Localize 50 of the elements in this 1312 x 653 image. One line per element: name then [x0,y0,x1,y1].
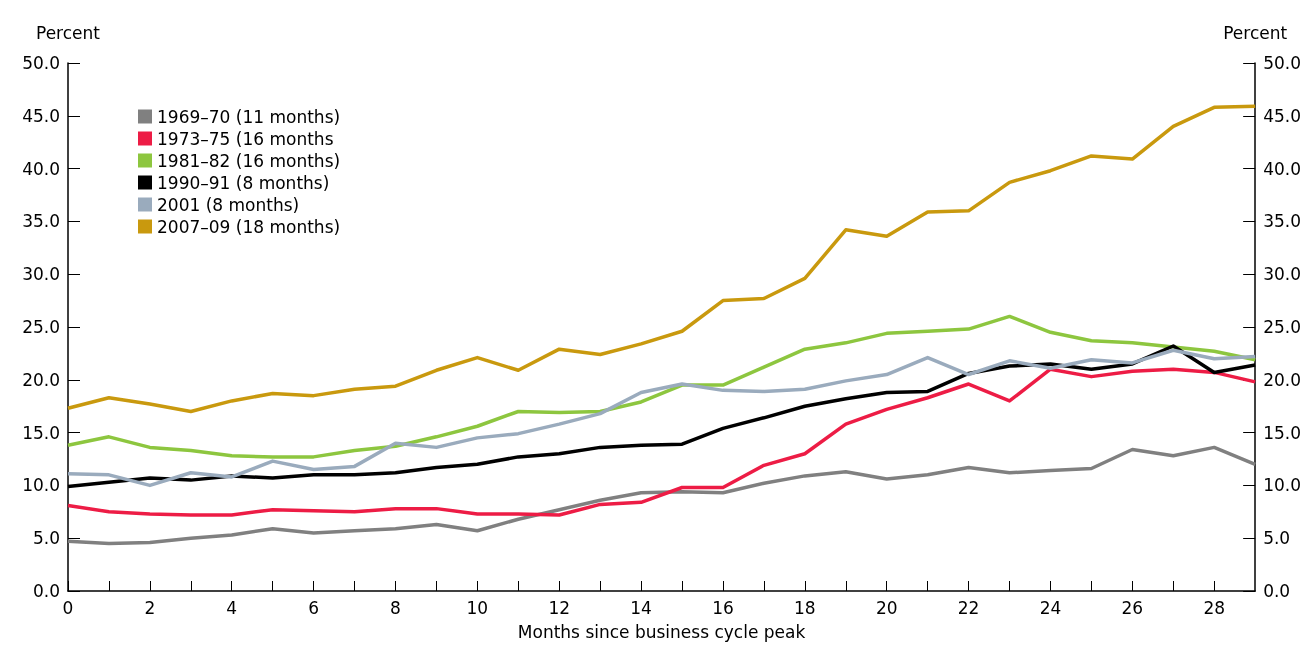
y-tick-label: 10.0 [22,475,60,496]
y2-tick-label: 35.0 [1263,211,1302,232]
line-series [66,104,1257,414]
legend-label: 1969–70 (11 months) [157,106,341,127]
y-tick-label: 35.0 [22,211,60,232]
x-tick-label: 26 [1121,597,1144,618]
legend-label: 2007–09 (18 months) [157,216,341,237]
legend-label: 1973–75 (16 months [157,128,334,149]
x-tick-label: 14 [630,597,652,618]
y2-tick-label: 30.0 [1263,264,1302,285]
legend-label: 2001 (8 months) [157,194,300,215]
y2-tick-label: 0.0 [1263,581,1291,601]
y-tick-label: 5.0 [32,528,60,549]
line-series [66,367,1257,517]
y-tick-label: 0.0 [32,581,60,601]
y-tick-label: 45.0 [22,105,60,126]
y2-tick-label: 15.0 [1263,422,1302,443]
line-series [66,314,1257,459]
y-tick-label: 40.0 [22,158,60,179]
y2-tick-label: 5.0 [1263,528,1291,549]
x-tick-label: 28 [1203,597,1226,618]
x-tick-label: 4 [226,597,238,618]
legend-label: 1990–91 (8 months) [157,172,330,193]
y2-tick-label: 20.0 [1263,369,1302,390]
y2-tick-label: 45.0 [1263,105,1302,126]
y-tick-label: 30.0 [22,264,60,285]
x-tick-label: 6 [308,597,320,618]
y2-tick-label: 10.0 [1263,475,1302,496]
y-tick-label: 20.0 [22,369,60,390]
y-tick-label: 15.0 [22,422,60,443]
y-tick-label: 25.0 [22,317,60,337]
y2-tick-label: 25.0 [1263,317,1302,337]
x-tick-label: 0 [62,597,74,618]
y-tick-label: 50.0 [22,53,60,73]
y2-tick-label: 40.0 [1263,158,1302,179]
legend-label: 1981–82 (16 months) [157,150,341,171]
x-tick-label: 20 [875,597,898,618]
x-tick-label: 10 [466,597,489,618]
x-tick-label: 16 [712,597,734,618]
y-axis-title: Percent [36,22,101,43]
y2-axis-title: Percent [1223,22,1288,43]
y2-tick-label: 50.0 [1263,53,1302,73]
x-tick-label: 2 [144,597,156,618]
x-tick-label: 12 [548,597,571,618]
x-tick-label: 8 [390,597,401,618]
x-tick-label: 22 [957,597,980,618]
line-series [66,445,1257,546]
x-tick-label: 24 [1039,597,1062,618]
x-tick-label: 18 [794,597,816,618]
x-axis-title: Months since business cycle peak [517,621,806,642]
